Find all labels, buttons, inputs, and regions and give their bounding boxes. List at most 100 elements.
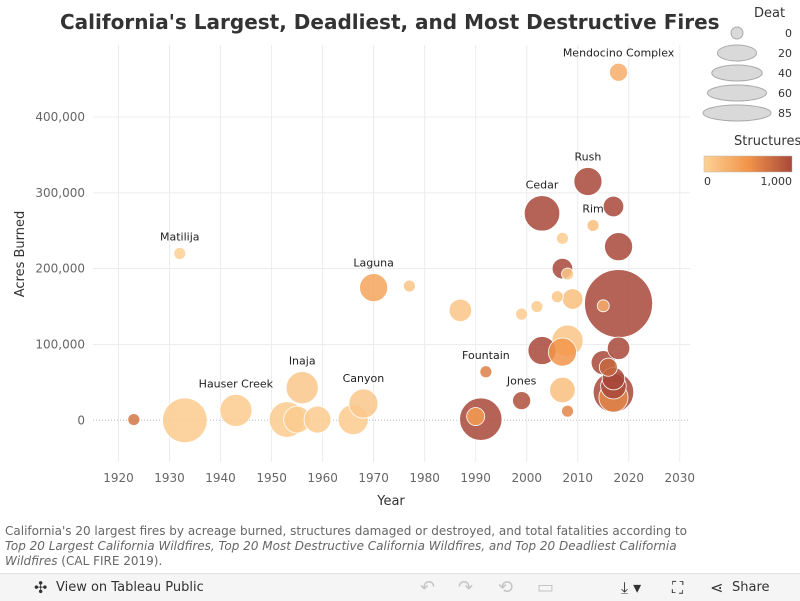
point-labels: Matilija Hauser Creek Inaja Canyon Laguna Fou… [160,46,675,390]
x-axis-label: Year [376,494,405,509]
fire-bubble[interactable] [596,299,610,313]
fire-bubble[interactable] [348,388,379,419]
fire-bubble[interactable] [561,267,574,281]
x-tick-label: 1970 [358,471,389,485]
fire-bubble[interactable] [530,300,544,313]
size-legend-bubble [702,104,772,122]
chart-title: California's Largest, Deadliest, and Mos… [60,10,720,34]
fire-label: Laguna [353,257,394,270]
fire-label: Cedar [526,179,559,192]
x-axis-ticks: 1920 1930 1940 1950 1960 1970 1980 1990 2000 2010… [103,471,695,485]
y-tick-label: 300,000 [35,186,85,200]
x-tick-label: 1920 [103,471,134,485]
fire-bubble[interactable] [584,269,653,338]
share-button[interactable]: Share [732,580,770,595]
chart-svg: 1920 1930 1940 1950 1960 1970 1980 1990 2000 2010… [13,26,793,509]
x-tick-label: 2020 [613,471,644,485]
x-tick-label: 2000 [511,471,542,485]
fire-bubble[interactable] [303,405,332,434]
x-tick-label: 1980 [409,471,440,485]
view-on-tableau-link[interactable]: View on Tableau Public [56,580,204,595]
fire-bubble[interactable] [479,365,493,379]
fire-label: Rush [575,150,602,163]
size-legend-label: 40 [778,67,792,80]
fire-bubble[interactable] [573,167,603,196]
x-tick-label: 1960 [307,471,338,485]
fire-label: Matilija [160,231,200,244]
caption-lead: California's 20 largest fires by acreage… [5,524,688,538]
fire-bubble[interactable] [602,195,625,218]
caption-tail: (CAL FIRE 2019). [57,554,163,568]
fullscreen-icon[interactable]: ⛶ [672,578,684,597]
fire-label: Hauser Creek [199,377,274,390]
y-axis-label: Acres Burned [13,211,28,298]
fire-label: Inaja [289,355,316,368]
size-legend-bubble [711,64,763,82]
share-icon[interactable]: ⋖ [710,578,724,597]
y-tick-label: 200,000 [35,262,85,276]
fire-bubble[interactable] [561,288,584,310]
x-tick-label: 1940 [205,471,236,485]
fire-bubble[interactable] [515,307,529,321]
fire-bubble[interactable] [173,247,187,260]
fire-bubble[interactable] [549,376,576,404]
revert-icon[interactable]: ⟲ [498,577,514,598]
x-tick-label: 1930 [154,471,185,485]
structures-min-label: 0 [704,175,711,188]
fire-label: Mendocino Complex [563,46,675,59]
bubble-layer [127,62,653,444]
fire-bubble[interactable] [561,404,574,418]
size-legend-label: 85 [778,107,792,120]
fire-bubble[interactable] [548,337,577,367]
fire-bubble[interactable] [598,357,618,377]
size-legend-label: 60 [778,87,792,100]
fire-bubble[interactable] [523,195,561,232]
size-legend-bubble [706,84,768,102]
y-axis-ticks: 0 100,000 200,000 300,000 400,000 [35,110,85,427]
x-tick-label: 1950 [256,471,287,485]
structures-max-label: 1,000 [761,175,793,188]
fire-bubble[interactable] [219,393,253,427]
x-tick-label: 1990 [460,471,491,485]
fire-bubble[interactable] [604,232,633,262]
chart-caption: California's 20 largest fires by acreage… [5,524,695,569]
size-legend-title: Deat [754,6,786,21]
structures-legend: 0 1,000 [703,155,793,188]
tableau-icon[interactable]: ✣ [34,578,48,597]
fire-bubble[interactable] [359,273,389,303]
caption-sources: Top 20 Largest California Wildfires, Top… [5,539,677,568]
y-tick-label: 100,000 [35,337,85,351]
size-legend-bubble [730,26,744,40]
structures-gradient-bar [703,155,793,173]
fire-bubble[interactable] [609,62,629,82]
download-icon[interactable]: ⤓ ▾ [621,578,642,597]
fire-bubble[interactable] [586,219,600,232]
fire-label: Rim [582,202,603,215]
pause-icon[interactable]: ▭ [537,577,555,598]
size-legend-label: 0 [785,27,792,40]
fire-bubble[interactable] [550,290,564,304]
undo-icon[interactable]: ↶ [420,577,436,598]
fire-bubble[interactable] [402,279,416,293]
fire-bubble[interactable] [512,391,532,411]
x-tick-label: 2030 [665,471,696,485]
x-tick-label: 2010 [562,471,593,485]
fire-label: Canyon [343,372,385,385]
fire-label: Jones [506,375,537,388]
y-tick-label: 400,000 [35,110,85,124]
fire-bubble[interactable] [285,371,319,405]
fire-bubble[interactable] [162,397,208,444]
color-legend-title: Structures [734,134,800,149]
fire-label: Fountain [462,349,510,362]
size-legend: 0 20 40 60 85 [702,26,792,122]
tableau-toolbar: ✣ View on Tableau Public ↶ ↷ ⟲ ▭ ⤓ ▾ ⛶ ⋖… [0,573,800,601]
redo-icon[interactable]: ↷ [458,577,474,598]
size-legend-label: 20 [778,47,792,60]
y-tick-label: 0 [77,413,85,427]
size-legend-bubble [716,44,758,62]
fire-bubble[interactable] [127,413,141,426]
fire-bubble[interactable] [466,407,486,426]
fire-bubble[interactable] [606,336,631,360]
fire-bubble[interactable] [556,231,569,245]
fire-bubble[interactable] [448,298,473,323]
